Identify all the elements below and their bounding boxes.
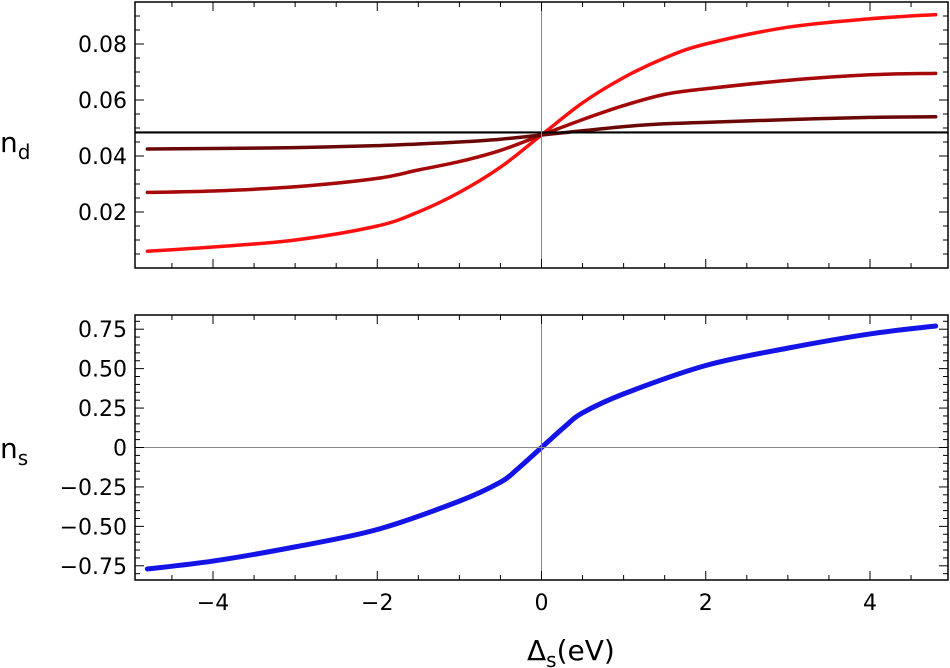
nd-y-tick-label: 0.06: [78, 89, 127, 114]
x-label-unit: (eV): [557, 634, 615, 667]
ns-x-tick-label: −4: [197, 591, 229, 616]
ns-y-tick-label: −0.50: [60, 515, 127, 540]
nd-y-label-main: n: [0, 126, 18, 159]
ns-x-tick-label: 4: [863, 591, 877, 616]
ns-y-tick-label: 0.75: [78, 318, 127, 343]
ns-ticks: −0.75 −0.50 −0.25 0 0.25 0.50 0.75 −4 −2 0 2 4: [60, 315, 948, 616]
ns-y-tick-label: −0.75: [60, 555, 127, 580]
nd-panel: 0.02 0.04 0.06 0.08 nd: [0, 1, 949, 269]
nd-y-tick-label: 0.02: [78, 201, 127, 226]
ns-x-tick-label: 2: [699, 591, 713, 616]
x-label-main: Δ: [527, 634, 546, 667]
ns-plot-frame: [134, 314, 949, 581]
ns-y-tick-label: −0.25: [60, 476, 127, 501]
ns-y-tick-label: 0: [113, 437, 127, 462]
nd-y-label-sub: d: [18, 140, 31, 164]
x-axis-label: Δs(eV): [527, 634, 615, 668]
ns-y-label-main: n: [0, 432, 18, 465]
x-label-sub: s: [546, 648, 556, 668]
nd-y-tick-label: 0.04: [78, 145, 127, 170]
nd-y-axis-label: nd: [0, 126, 30, 164]
nd-y-tick-label: 0.08: [78, 33, 127, 58]
ns-y-tick-label: 0.50: [78, 358, 127, 383]
ns-y-tick-label: 0.25: [78, 397, 127, 422]
ns-x-tick-label: −2: [361, 591, 393, 616]
ns-y-label-sub: s: [18, 446, 28, 470]
nd-ticks: 0.02 0.04 0.06 0.08: [78, 1, 948, 269]
ns-x-tick-label: 0: [535, 591, 549, 616]
ns-y-axis-label: ns: [0, 432, 28, 470]
nd-plot-frame: [134, 1, 949, 269]
